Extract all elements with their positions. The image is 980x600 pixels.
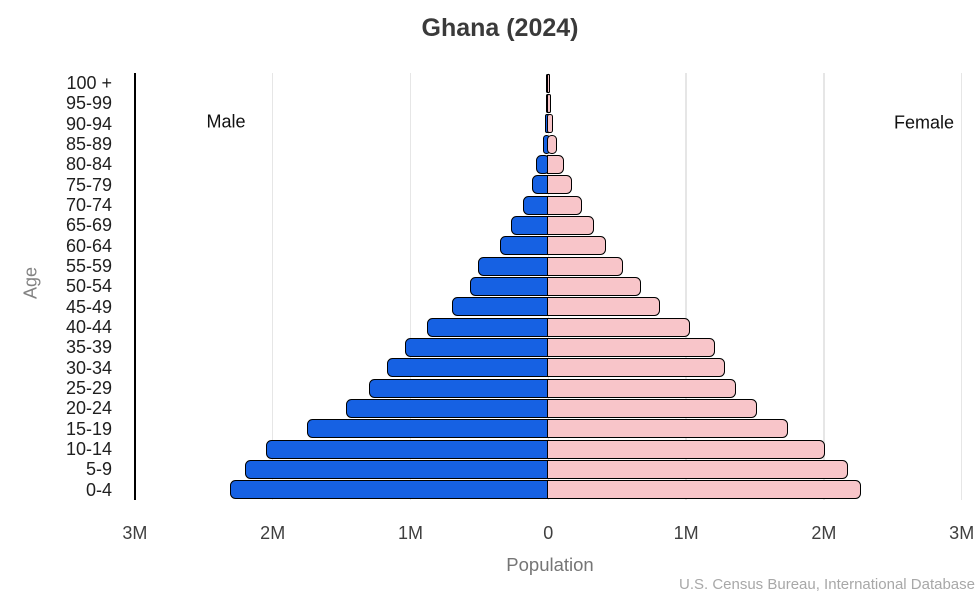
gridline: [685, 73, 687, 500]
female-bar: [546, 378, 736, 398]
age-tick-label: 30-34: [65, 357, 112, 378]
gridline: [409, 73, 412, 500]
male-bar: [345, 398, 550, 419]
female-series-label: Female: [893, 112, 955, 133]
y-axis-line: [133, 73, 137, 500]
female-bar: [546, 154, 564, 175]
male-bar: [451, 297, 550, 317]
x-tick-label: 1M: [673, 523, 699, 543]
female-bar: [546, 480, 862, 500]
chart-title: Ghana (2024): [421, 14, 579, 42]
pyramid-plot: [133, 73, 963, 500]
male-bar: [523, 195, 550, 215]
female-bar: [546, 73, 551, 93]
x-tick-label: 3M: [949, 523, 975, 543]
x-tick-label: 0: [543, 523, 554, 543]
female-bar: [546, 276, 641, 297]
female-bar: [546, 459, 848, 480]
source-credit: U.S. Census Bureau, International Databa…: [678, 576, 975, 593]
x-tick-label: 3M: [122, 523, 148, 543]
age-tick-label: 45-49: [65, 296, 112, 317]
male-bar: [499, 236, 550, 256]
female-bar: [546, 175, 572, 195]
male-bar: [386, 358, 550, 378]
male-bar: [477, 256, 550, 276]
female-bar: [546, 236, 607, 256]
x-tick-label: 2M: [811, 523, 837, 543]
male-bar: [368, 378, 550, 398]
population-axis-title: Population: [506, 554, 594, 575]
female-bar: [546, 317, 691, 337]
female-bar: [546, 114, 553, 134]
female-bar: [546, 195, 582, 215]
male-bar: [244, 459, 550, 480]
male-bar: [265, 439, 550, 459]
age-tick-label: 60-64: [65, 235, 112, 256]
age-tick-label: 55-59: [65, 256, 112, 276]
male-bar: [510, 215, 550, 236]
age-tick-label: 95-99: [65, 93, 112, 114]
female-bar: [546, 256, 623, 276]
age-tick-label: 85-89: [65, 134, 112, 154]
age-tick-label: 20-24: [65, 398, 112, 419]
female-bar: [546, 398, 757, 419]
male-bar: [229, 480, 550, 500]
age-tick-label: 0-4: [85, 479, 112, 500]
male-series-label: Male: [206, 111, 246, 132]
female-bar: [546, 419, 789, 439]
age-tick-label: 15-19: [65, 418, 112, 439]
age-tick-label: 65-69: [65, 215, 112, 236]
gridline: [960, 73, 963, 500]
age-axis-title: Age: [20, 266, 41, 300]
female-bar: [546, 93, 551, 114]
age-tick-label: 10-14: [65, 439, 112, 459]
male-bar: [306, 419, 550, 439]
female-bar: [546, 439, 826, 459]
female-bar: [546, 337, 716, 358]
gridline: [271, 73, 274, 500]
age-tick-label: 70-74: [65, 195, 112, 215]
x-tick-label: 2M: [260, 523, 286, 543]
age-tick-label: 90-94: [65, 113, 112, 134]
gridline: [823, 73, 825, 500]
female-bar: [546, 358, 725, 378]
female-bar: [546, 134, 557, 154]
female-bar: [546, 297, 661, 317]
age-tick-label: 75-79: [65, 174, 112, 195]
age-tick-label: 100 +: [66, 73, 112, 93]
male-bar: [469, 276, 550, 297]
age-tick-label: 25-29: [65, 378, 112, 398]
male-bar: [426, 317, 550, 337]
age-tick-label: 80-84: [65, 154, 112, 175]
female-bar: [546, 215, 594, 236]
age-tick-label: 35-39: [65, 337, 112, 358]
age-tick-label: 50-54: [65, 276, 112, 297]
age-tick-label: 5-9: [85, 459, 112, 480]
age-tick-label: 40-44: [65, 317, 112, 337]
x-tick-label: 1M: [397, 523, 424, 543]
male-bar: [404, 337, 550, 358]
